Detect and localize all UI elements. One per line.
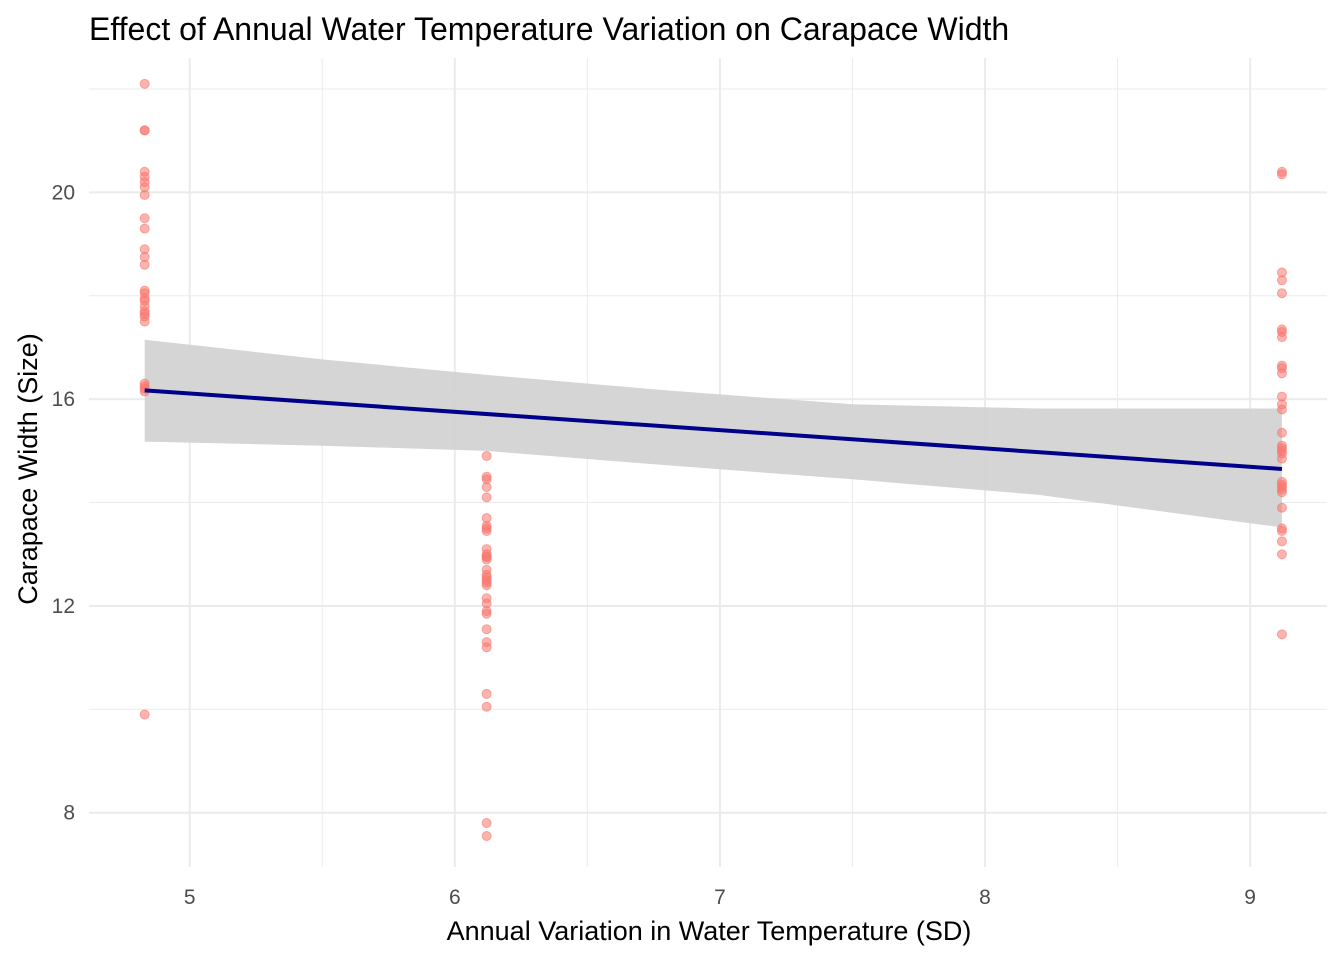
data-point (1276, 525, 1287, 536)
data-point (139, 189, 150, 200)
confidence-band-group (144, 339, 1282, 528)
data-point (1276, 453, 1287, 464)
data-point (1276, 368, 1287, 379)
data-point (139, 259, 150, 270)
y-axis-ticks: 8 12 16 20 (52, 181, 75, 824)
data-points (139, 78, 1287, 841)
x-axis-title: Annual Variation in Water Temperature (S… (447, 916, 972, 946)
data-point (1276, 443, 1287, 454)
data-point (481, 818, 492, 829)
data-point (1276, 487, 1287, 498)
data-point (139, 213, 150, 224)
data-point (481, 688, 492, 699)
y-tick-label: 12 (52, 595, 75, 618)
data-point (481, 520, 492, 531)
chart-title: Effect of Annual Water Temperature Varia… (89, 11, 1009, 47)
data-point (139, 78, 150, 89)
x-tick-label: 7 (714, 886, 726, 909)
data-point (481, 624, 492, 635)
data-point (1276, 536, 1287, 547)
data-point (1276, 332, 1287, 343)
confidence-band (144, 339, 1282, 528)
y-tick-label: 8 (63, 802, 75, 825)
y-tick-label: 16 (52, 388, 75, 411)
data-point (481, 492, 492, 503)
data-point (139, 316, 150, 327)
data-point (1276, 629, 1287, 640)
data-point (1276, 404, 1287, 415)
data-point (481, 551, 492, 562)
data-point (139, 709, 150, 720)
data-point (1276, 476, 1287, 487)
x-axis-ticks: 5 6 7 8 9 (184, 886, 1256, 909)
x-tick-label: 6 (449, 886, 461, 909)
data-point (481, 608, 492, 619)
x-tick-label: 5 (184, 886, 196, 909)
data-point (1276, 502, 1287, 513)
data-point (1276, 288, 1287, 299)
x-tick-label: 9 (1244, 886, 1256, 909)
data-point (481, 642, 492, 653)
y-axis-title: Carapace Width (Size) (13, 333, 43, 605)
data-point (139, 223, 150, 234)
data-point (139, 125, 150, 136)
data-point (481, 572, 492, 583)
data-point (1276, 549, 1287, 560)
x-tick-label: 8 (979, 886, 991, 909)
fit-line (144, 388, 1283, 471)
data-point (481, 451, 492, 462)
data-point (1276, 169, 1287, 180)
data-point (481, 482, 492, 493)
data-point (481, 701, 492, 712)
y-tick-label: 20 (52, 181, 75, 204)
data-point (481, 830, 492, 841)
data-point (1276, 275, 1287, 286)
fit-line-group (144, 388, 1283, 471)
data-point (1276, 427, 1287, 438)
